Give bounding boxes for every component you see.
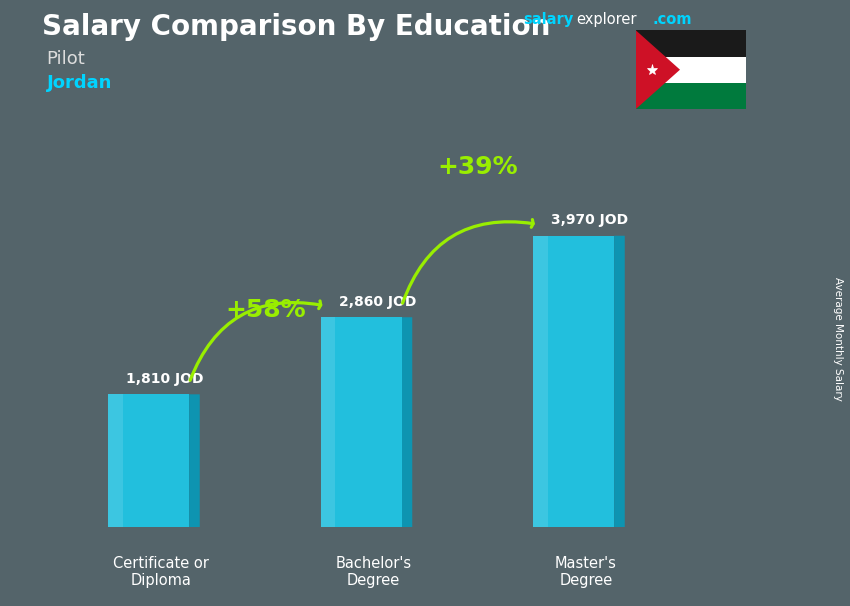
Text: Average Monthly Salary: Average Monthly Salary — [833, 278, 843, 401]
Bar — [636, 30, 746, 56]
Text: Jordan: Jordan — [47, 74, 112, 92]
Polygon shape — [534, 236, 548, 527]
Text: Certificate or
Diploma: Certificate or Diploma — [113, 556, 209, 588]
Bar — [636, 56, 746, 83]
Polygon shape — [109, 395, 123, 527]
Text: 1,810 JOD: 1,810 JOD — [126, 372, 204, 386]
Text: +39%: +39% — [438, 155, 518, 179]
Polygon shape — [402, 317, 412, 527]
Text: Pilot: Pilot — [47, 50, 86, 68]
Text: Master's
Degree: Master's Degree — [555, 556, 617, 588]
Polygon shape — [534, 236, 614, 527]
Polygon shape — [321, 318, 402, 527]
Text: .com: .com — [653, 12, 692, 27]
Text: +58%: +58% — [225, 298, 306, 322]
Polygon shape — [321, 318, 336, 527]
Polygon shape — [189, 395, 200, 527]
Text: salary: salary — [523, 12, 573, 27]
Text: Salary Comparison By Education: Salary Comparison By Education — [42, 13, 551, 41]
Text: explorer: explorer — [576, 12, 637, 27]
Text: 2,860 JOD: 2,860 JOD — [338, 295, 416, 309]
Bar — [636, 83, 746, 109]
Polygon shape — [614, 236, 625, 527]
Polygon shape — [636, 30, 680, 109]
Text: Bachelor's
Degree: Bachelor's Degree — [335, 556, 411, 588]
Polygon shape — [109, 395, 189, 527]
Text: 3,970 JOD: 3,970 JOD — [552, 213, 628, 227]
